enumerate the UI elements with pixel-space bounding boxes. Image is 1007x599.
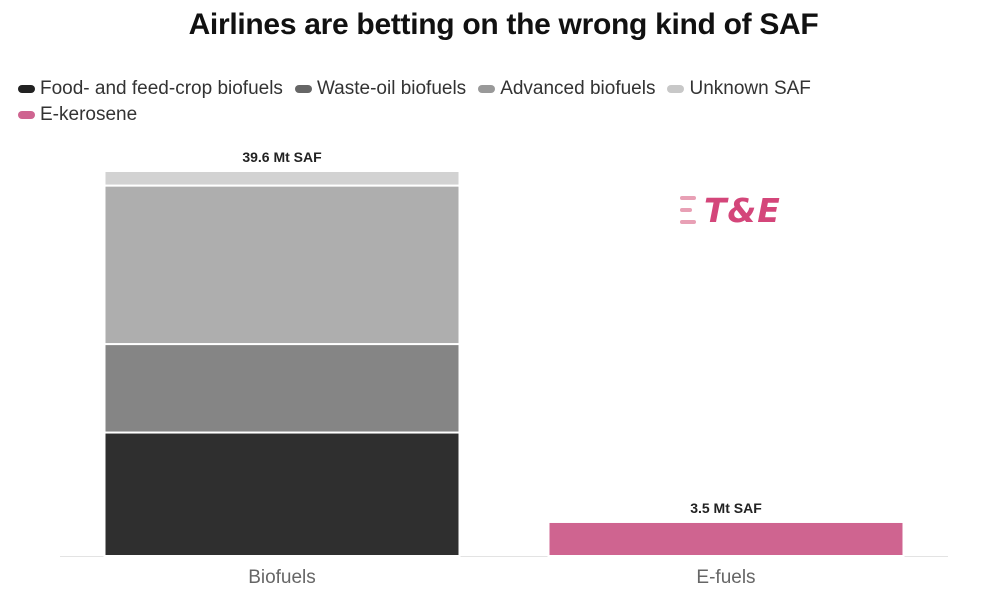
legend-item-e-kerosene: E-kerosene <box>18 104 137 126</box>
legend-item-advanced: Advanced biofuels <box>478 78 655 100</box>
legend-item-waste-oil: Waste-oil biofuels <box>294 78 467 100</box>
legend-swatch <box>478 85 496 93</box>
legend-swatch <box>294 85 312 93</box>
legend-label: E-kerosene <box>40 104 138 125</box>
legend-item-unknown: Unknown SAF <box>667 78 811 100</box>
legend-row-2: E-kerosene <box>18 102 998 128</box>
legend-label: Food- and feed-crop biofuels <box>40 78 283 99</box>
legend-label: Unknown SAF <box>689 78 811 99</box>
logo-text: T&E <box>704 190 781 230</box>
legend-row-1: Food- and feed-crop biofuels Waste-oil b… <box>18 76 998 102</box>
total-label: 39.6 Mt SAF <box>242 149 322 165</box>
logo-lines-icon <box>680 196 696 224</box>
chart-title: Airlines are betting on the wrong kind o… <box>188 8 819 41</box>
legend-swatch <box>18 111 35 119</box>
bar-segment-biofuels-0 <box>103 431 461 557</box>
x-tick-label: Biofuels <box>248 567 316 588</box>
te-logo: T&E <box>680 190 781 230</box>
total-label: 3.5 Mt SAF <box>690 500 762 516</box>
legend-item-food-crop: Food- and feed-crop biofuels <box>18 78 283 100</box>
legend-label: Waste-oil biofuels <box>316 78 467 99</box>
bar-segment-biofuels-1 <box>103 343 461 434</box>
bar-segment-e-fuels-4 <box>547 520 905 558</box>
legend: Food- and feed-crop biofuels Waste-oil b… <box>18 76 998 128</box>
bar-segment-biofuels-3 <box>103 170 461 187</box>
bar-segment-biofuels-2 <box>103 184 461 346</box>
legend-label: Advanced biofuels <box>500 78 656 99</box>
x-tick-label: E-fuels <box>696 567 755 588</box>
legend-swatch <box>18 85 35 93</box>
legend-swatch <box>667 85 685 93</box>
